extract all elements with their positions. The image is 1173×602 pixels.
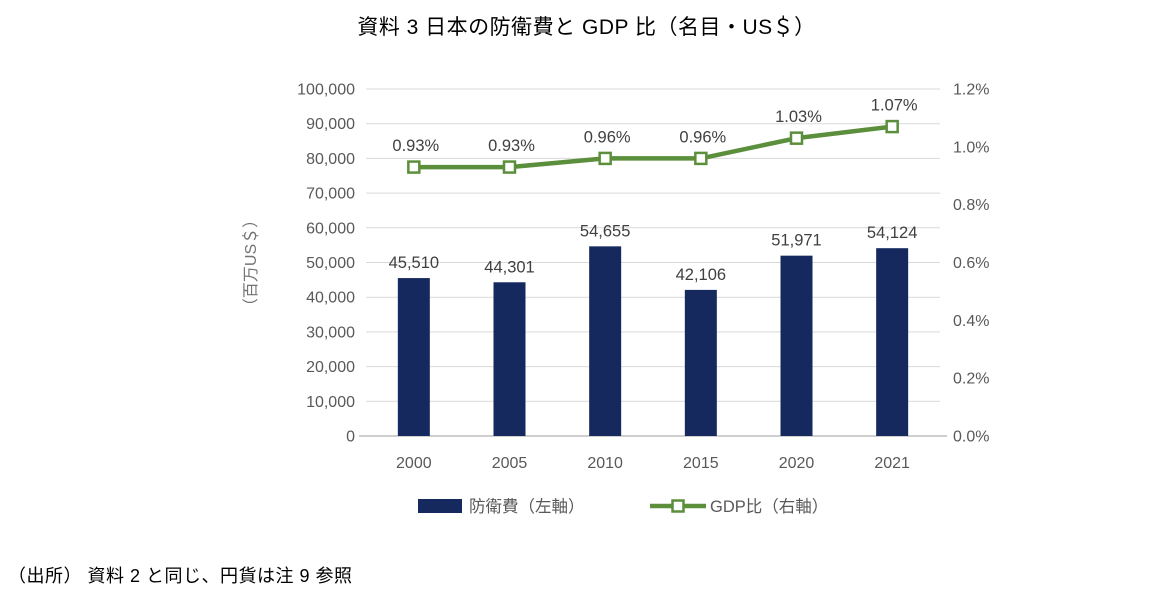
defense-bar [397, 278, 430, 436]
x-axis-category-label: 2021 [874, 455, 910, 472]
left-axis-title: （百万US＄） [242, 212, 260, 314]
x-axis-category-label: 2005 [492, 455, 528, 472]
bar-data-label: 42,106 [676, 266, 726, 284]
gdp-line-marker [694, 151, 708, 166]
gdp-line-marker [502, 160, 517, 174]
left-axis-tick-label: 80,000 [306, 151, 355, 168]
legend-label-gdp: GDP比（右軸） [710, 497, 828, 516]
line-data-label: 0.96% [679, 128, 726, 146]
right-axis-tick-label: 0.4% [953, 313, 989, 330]
left-axis-tick-label: 10,000 [306, 394, 355, 411]
right-axis-tick-label: 1.2% [953, 82, 989, 99]
line-data-label: 0.96% [584, 128, 631, 146]
defense-bar [589, 246, 622, 436]
bar-data-label: 44,301 [484, 258, 534, 276]
defense-bar [876, 248, 909, 436]
right-axis-tick-label: 0.2% [953, 371, 989, 388]
source-note: （出所） 資料 2 と同じ、円貨は注 9 参照 [8, 566, 353, 586]
left-axis-tick-label: 40,000 [306, 290, 355, 307]
line-data-label: 1.03% [775, 108, 822, 126]
x-axis-category-label: 2010 [587, 455, 623, 472]
legend-marker-gdp [671, 499, 685, 513]
gdp-line-marker [598, 151, 612, 166]
gdp-line-marker [407, 160, 421, 174]
gdp-line-marker [885, 119, 899, 134]
line-data-label: 1.07% [871, 97, 918, 115]
left-axis-tick-label: 60,000 [306, 220, 355, 237]
defense-bar [493, 282, 526, 436]
gdp-ratio-line [411, 124, 895, 170]
x-axis-category-label: 2000 [396, 455, 432, 472]
chart-title: 資料 3 日本の防衛費と GDP 比（名目・US＄） [357, 16, 816, 39]
right-axis-tick-label: 0.6% [953, 255, 989, 272]
left-axis-tick-label: 0 [346, 429, 355, 446]
legend-swatch-defense [418, 499, 462, 513]
gdp-line-marker [789, 131, 804, 145]
bar-data-label: 51,971 [771, 232, 821, 250]
left-axis-tick-label: 100,000 [297, 82, 355, 99]
left-axis-tick-label: 30,000 [306, 324, 355, 341]
defense-bar [780, 255, 813, 436]
left-axis-tick-label: 90,000 [306, 116, 355, 133]
left-axis-tick-label: 50,000 [306, 255, 355, 272]
left-axis-tick-label: 70,000 [306, 186, 355, 203]
right-axis-tick-label: 1.0% [953, 139, 989, 156]
line-data-label: 0.93% [392, 137, 439, 155]
left-axis-tick-label: 20,000 [306, 359, 355, 376]
x-axis-category-label: 2015 [683, 455, 719, 472]
x-axis-category-label: 2020 [779, 455, 815, 472]
right-axis-tick-label: 0.0% [953, 429, 989, 446]
bar-data-label: 54,655 [580, 222, 630, 240]
defense-bar [684, 289, 717, 436]
bar-data-label: 45,510 [389, 254, 439, 272]
right-axis-tick-label: 0.8% [953, 197, 989, 214]
bar-data-label: 54,124 [867, 224, 917, 242]
legend-label-defense: 防衛費（左軸） [469, 497, 585, 516]
line-data-label: 0.93% [488, 137, 535, 155]
